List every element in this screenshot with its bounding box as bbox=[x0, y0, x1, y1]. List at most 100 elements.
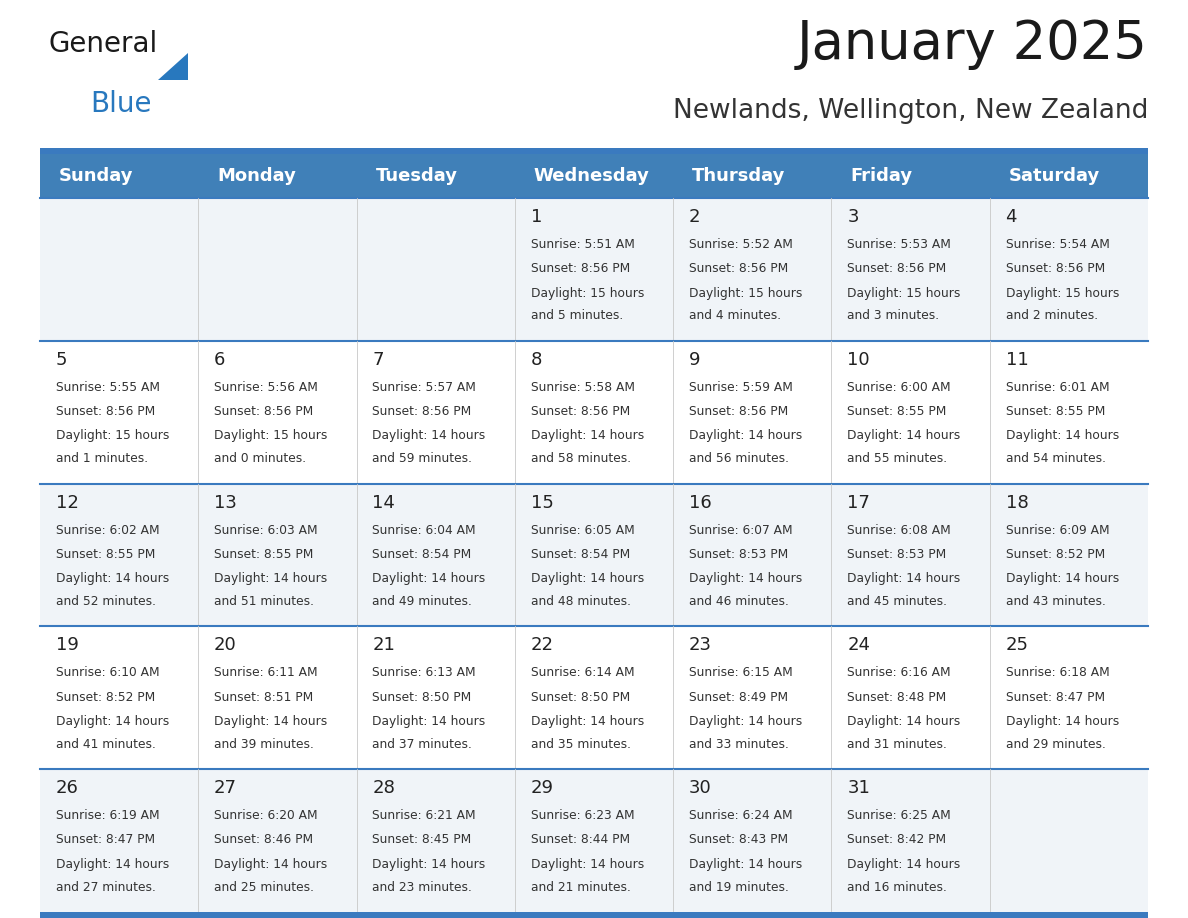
Text: 31: 31 bbox=[847, 779, 870, 797]
Text: Sunset: 8:55 PM: Sunset: 8:55 PM bbox=[1005, 405, 1105, 418]
Text: Sunset: 8:56 PM: Sunset: 8:56 PM bbox=[689, 263, 788, 275]
Text: 19: 19 bbox=[56, 636, 78, 655]
Text: and 54 minutes.: and 54 minutes. bbox=[1005, 453, 1106, 465]
Text: Daylight: 14 hours: Daylight: 14 hours bbox=[214, 857, 328, 871]
Text: Sunset: 8:56 PM: Sunset: 8:56 PM bbox=[372, 405, 472, 418]
Text: Sunrise: 6:09 AM: Sunrise: 6:09 AM bbox=[1005, 523, 1110, 537]
Text: and 55 minutes.: and 55 minutes. bbox=[847, 453, 947, 465]
Text: and 4 minutes.: and 4 minutes. bbox=[689, 309, 781, 322]
Text: Daylight: 14 hours: Daylight: 14 hours bbox=[372, 715, 486, 728]
Text: January 2025: January 2025 bbox=[797, 18, 1148, 71]
Text: Sunset: 8:43 PM: Sunset: 8:43 PM bbox=[689, 834, 788, 846]
Text: and 3 minutes.: and 3 minutes. bbox=[847, 309, 940, 322]
Text: Sunday: Sunday bbox=[59, 167, 133, 185]
Text: Sunset: 8:52 PM: Sunset: 8:52 PM bbox=[56, 690, 156, 704]
Text: Sunset: 8:56 PM: Sunset: 8:56 PM bbox=[1005, 263, 1105, 275]
Text: Sunset: 8:50 PM: Sunset: 8:50 PM bbox=[372, 690, 472, 704]
Text: and 35 minutes.: and 35 minutes. bbox=[531, 738, 631, 751]
Text: Daylight: 14 hours: Daylight: 14 hours bbox=[56, 715, 169, 728]
Text: and 51 minutes.: and 51 minutes. bbox=[214, 595, 314, 608]
Text: Daylight: 14 hours: Daylight: 14 hours bbox=[214, 572, 328, 585]
Text: Daylight: 14 hours: Daylight: 14 hours bbox=[847, 572, 961, 585]
Text: Sunrise: 5:57 AM: Sunrise: 5:57 AM bbox=[372, 381, 476, 394]
Text: Daylight: 14 hours: Daylight: 14 hours bbox=[847, 430, 961, 442]
Text: Sunset: 8:44 PM: Sunset: 8:44 PM bbox=[531, 834, 630, 846]
Text: and 27 minutes.: and 27 minutes. bbox=[56, 880, 156, 893]
Text: 12: 12 bbox=[56, 494, 78, 511]
Text: Monday: Monday bbox=[217, 167, 296, 185]
Text: and 2 minutes.: and 2 minutes. bbox=[1005, 309, 1098, 322]
Text: Thursday: Thursday bbox=[693, 167, 785, 185]
Text: Saturday: Saturday bbox=[1009, 167, 1100, 185]
Text: Sunset: 8:55 PM: Sunset: 8:55 PM bbox=[56, 548, 156, 561]
Text: and 16 minutes.: and 16 minutes. bbox=[847, 880, 947, 893]
Text: 27: 27 bbox=[214, 779, 238, 797]
Text: Sunset: 8:56 PM: Sunset: 8:56 PM bbox=[531, 263, 630, 275]
Text: and 58 minutes.: and 58 minutes. bbox=[531, 453, 631, 465]
Text: Daylight: 15 hours: Daylight: 15 hours bbox=[689, 286, 802, 299]
Text: Sunrise: 5:53 AM: Sunrise: 5:53 AM bbox=[847, 238, 952, 251]
Text: and 31 minutes.: and 31 minutes. bbox=[847, 738, 947, 751]
Text: Sunset: 8:55 PM: Sunset: 8:55 PM bbox=[847, 405, 947, 418]
Text: Sunset: 8:56 PM: Sunset: 8:56 PM bbox=[56, 405, 156, 418]
Text: Daylight: 14 hours: Daylight: 14 hours bbox=[689, 857, 802, 871]
Text: Daylight: 15 hours: Daylight: 15 hours bbox=[847, 286, 961, 299]
Text: Sunset: 8:56 PM: Sunset: 8:56 PM bbox=[847, 263, 947, 275]
Text: 21: 21 bbox=[372, 636, 396, 655]
Text: and 45 minutes.: and 45 minutes. bbox=[847, 595, 947, 608]
Polygon shape bbox=[158, 53, 188, 80]
Text: Sunrise: 6:04 AM: Sunrise: 6:04 AM bbox=[372, 523, 476, 537]
Text: Friday: Friday bbox=[851, 167, 912, 185]
Text: Sunrise: 6:02 AM: Sunrise: 6:02 AM bbox=[56, 523, 159, 537]
Text: Sunset: 8:50 PM: Sunset: 8:50 PM bbox=[531, 690, 630, 704]
Text: Sunset: 8:47 PM: Sunset: 8:47 PM bbox=[56, 834, 154, 846]
Text: Sunrise: 6:16 AM: Sunrise: 6:16 AM bbox=[847, 666, 950, 679]
Text: Sunrise: 6:14 AM: Sunrise: 6:14 AM bbox=[531, 666, 634, 679]
Text: and 48 minutes.: and 48 minutes. bbox=[531, 595, 631, 608]
Text: Sunrise: 5:51 AM: Sunrise: 5:51 AM bbox=[531, 238, 634, 251]
Text: 17: 17 bbox=[847, 494, 870, 511]
Text: Sunrise: 5:58 AM: Sunrise: 5:58 AM bbox=[531, 381, 634, 394]
Text: Sunrise: 6:21 AM: Sunrise: 6:21 AM bbox=[372, 809, 476, 823]
Text: 13: 13 bbox=[214, 494, 236, 511]
Text: Sunrise: 6:10 AM: Sunrise: 6:10 AM bbox=[56, 666, 159, 679]
Text: Daylight: 14 hours: Daylight: 14 hours bbox=[56, 857, 169, 871]
Text: 6: 6 bbox=[214, 351, 226, 369]
Text: Daylight: 14 hours: Daylight: 14 hours bbox=[214, 715, 328, 728]
Text: Sunset: 8:53 PM: Sunset: 8:53 PM bbox=[689, 548, 788, 561]
Text: Sunset: 8:49 PM: Sunset: 8:49 PM bbox=[689, 690, 788, 704]
Text: Sunset: 8:52 PM: Sunset: 8:52 PM bbox=[1005, 548, 1105, 561]
Text: 26: 26 bbox=[56, 779, 78, 797]
Text: Sunrise: 6:05 AM: Sunrise: 6:05 AM bbox=[531, 523, 634, 537]
Text: and 5 minutes.: and 5 minutes. bbox=[531, 309, 623, 322]
Text: Blue: Blue bbox=[90, 90, 152, 118]
Text: Sunrise: 5:56 AM: Sunrise: 5:56 AM bbox=[214, 381, 318, 394]
Text: Daylight: 14 hours: Daylight: 14 hours bbox=[847, 715, 961, 728]
Text: Daylight: 14 hours: Daylight: 14 hours bbox=[689, 715, 802, 728]
Text: Daylight: 14 hours: Daylight: 14 hours bbox=[1005, 715, 1119, 728]
Text: Daylight: 14 hours: Daylight: 14 hours bbox=[56, 572, 169, 585]
Text: Sunset: 8:53 PM: Sunset: 8:53 PM bbox=[847, 548, 947, 561]
Text: Daylight: 14 hours: Daylight: 14 hours bbox=[689, 572, 802, 585]
Text: Tuesday: Tuesday bbox=[375, 167, 457, 185]
Text: Sunrise: 6:03 AM: Sunrise: 6:03 AM bbox=[214, 523, 317, 537]
Text: 7: 7 bbox=[372, 351, 384, 369]
Text: Sunrise: 5:52 AM: Sunrise: 5:52 AM bbox=[689, 238, 792, 251]
Text: Sunset: 8:54 PM: Sunset: 8:54 PM bbox=[531, 548, 630, 561]
Text: and 0 minutes.: and 0 minutes. bbox=[214, 453, 307, 465]
Text: Sunrise: 6:23 AM: Sunrise: 6:23 AM bbox=[531, 809, 634, 823]
Text: Newlands, Wellington, New Zealand: Newlands, Wellington, New Zealand bbox=[672, 98, 1148, 124]
Text: Daylight: 14 hours: Daylight: 14 hours bbox=[531, 572, 644, 585]
Text: Sunset: 8:56 PM: Sunset: 8:56 PM bbox=[214, 405, 314, 418]
Text: Sunset: 8:48 PM: Sunset: 8:48 PM bbox=[847, 690, 947, 704]
Text: and 41 minutes.: and 41 minutes. bbox=[56, 738, 156, 751]
Text: Sunrise: 6:11 AM: Sunrise: 6:11 AM bbox=[214, 666, 317, 679]
Text: Daylight: 14 hours: Daylight: 14 hours bbox=[1005, 572, 1119, 585]
Text: Daylight: 15 hours: Daylight: 15 hours bbox=[214, 430, 328, 442]
Text: and 1 minutes.: and 1 minutes. bbox=[56, 453, 148, 465]
Text: and 59 minutes.: and 59 minutes. bbox=[372, 453, 473, 465]
Text: Sunset: 8:42 PM: Sunset: 8:42 PM bbox=[847, 834, 947, 846]
Text: Sunrise: 5:54 AM: Sunrise: 5:54 AM bbox=[1005, 238, 1110, 251]
Text: Sunset: 8:47 PM: Sunset: 8:47 PM bbox=[1005, 690, 1105, 704]
Text: Sunrise: 6:19 AM: Sunrise: 6:19 AM bbox=[56, 809, 159, 823]
